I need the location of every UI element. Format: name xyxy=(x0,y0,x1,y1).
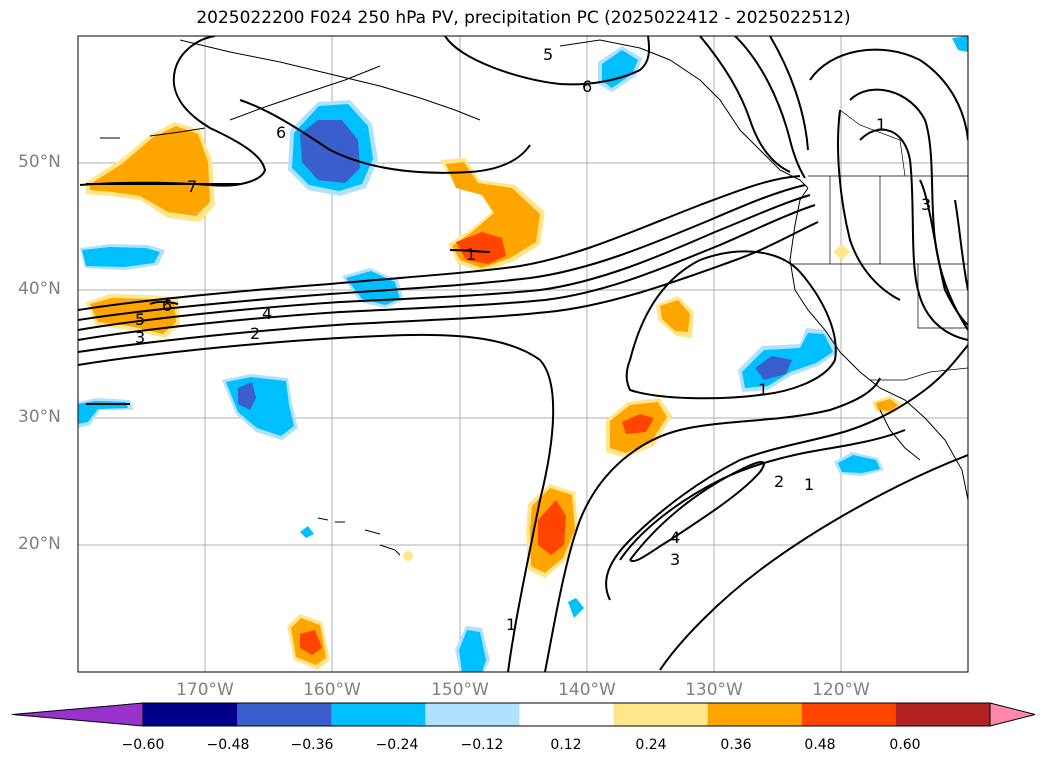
pv-contours xyxy=(78,36,968,672)
lon-label: 170°W xyxy=(176,680,234,700)
map-title: 2025022200 F024 250 hPa PV, precipitatio… xyxy=(196,8,851,28)
map-frame xyxy=(77,35,969,673)
lat-label: 50°N xyxy=(18,152,61,172)
colorbar-segment xyxy=(237,703,332,726)
contour-label: 6 xyxy=(582,77,592,96)
contour-label: 1 xyxy=(466,245,476,264)
coastlines xyxy=(100,39,968,556)
colorbar-segment xyxy=(707,703,803,726)
colorbar-segment xyxy=(801,703,897,726)
colorbar-tick-label: −0.24 xyxy=(375,737,419,753)
contour-label: 3 xyxy=(670,550,680,569)
contour-labels: 5 6 6 7 1 1 3 6 5 3 4 2 1 2 1 4 3 1 xyxy=(135,45,931,634)
colorbar-tick-label: 0.24 xyxy=(635,737,667,753)
colorbar-tick-label: −0.36 xyxy=(290,737,334,753)
contour-label: 2 xyxy=(774,472,784,491)
colorbar xyxy=(11,702,1036,727)
colorbar-extend-low xyxy=(12,703,143,726)
colorbar-segment xyxy=(425,703,520,726)
lat-label: 20°N xyxy=(18,534,61,554)
contour-label: 5 xyxy=(135,310,145,329)
colorbar-segment xyxy=(895,703,991,726)
colorbar-tick-label: 0.60 xyxy=(889,737,921,753)
contour-label: 1 xyxy=(758,380,768,399)
colorbar-tick-label: 0.48 xyxy=(804,737,836,753)
contour-label: 1 xyxy=(876,115,886,134)
contour-label: 3 xyxy=(135,328,145,347)
colorbar-segment xyxy=(519,703,615,726)
colorbar-extend-high xyxy=(990,703,1035,726)
colorbar-segment xyxy=(331,703,426,726)
contour-label: 6 xyxy=(162,296,172,315)
contour-label: 7 xyxy=(187,177,197,196)
lat-label: 30°N xyxy=(18,407,61,427)
colorbar-tick-label: −0.60 xyxy=(121,737,165,753)
lon-label: 120°W xyxy=(812,680,870,700)
contour-label: 1 xyxy=(804,475,814,494)
lon-label: 160°W xyxy=(303,680,361,700)
colorbar-tick-label: −0.48 xyxy=(206,737,250,753)
contour-label: 4 xyxy=(262,304,272,323)
contour-label: 3 xyxy=(921,195,931,214)
map-panel: 5 6 6 7 1 1 3 6 5 3 4 2 1 2 1 4 3 1 xyxy=(78,36,968,672)
colorbar-tick-label: 0.12 xyxy=(550,737,582,753)
lon-label: 130°W xyxy=(685,680,743,700)
lat-label: 40°N xyxy=(18,279,61,299)
colorbar-segment xyxy=(613,703,709,726)
lon-label: 140°W xyxy=(558,680,616,700)
colorbar-segment xyxy=(143,703,238,726)
graticule xyxy=(78,36,968,672)
contour-label: 5 xyxy=(543,45,553,64)
colorbar-tick-label: 0.36 xyxy=(720,737,752,753)
contour-label: 2 xyxy=(250,324,260,343)
colorbar-tick-label: −0.12 xyxy=(460,737,504,753)
contour-label: 4 xyxy=(670,528,680,547)
lon-label: 150°W xyxy=(431,680,489,700)
contour-label: 6 xyxy=(276,123,286,142)
contour-label: 1 xyxy=(506,615,516,634)
